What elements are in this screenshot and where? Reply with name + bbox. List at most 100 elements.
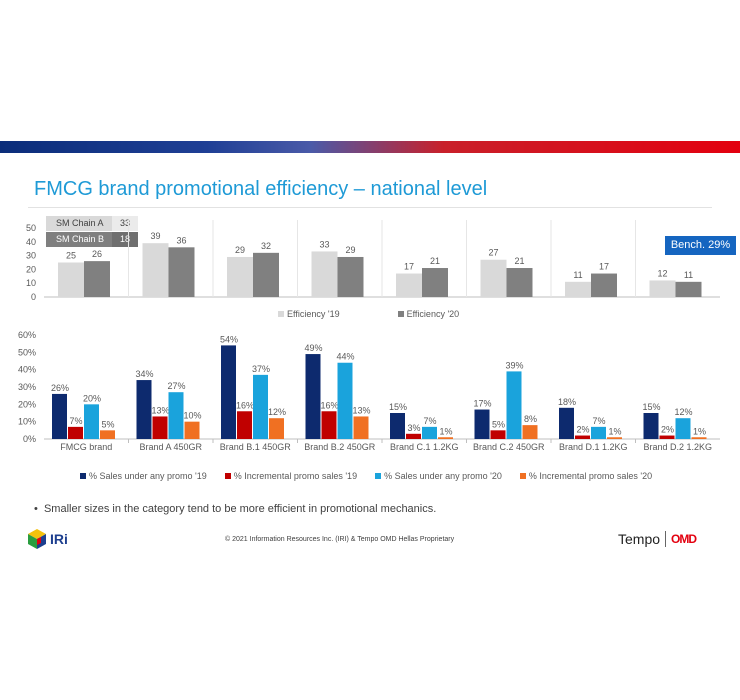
efficiency-value-label: 29 <box>235 245 245 255</box>
promo-sales-chart: 0% 10% 20% 30% 40% 50% 60% 26% 7% 20% 5% FMCG brand… <box>18 330 720 452</box>
efficiency-bar <box>253 252 279 297</box>
efficiency-value-label: 25 <box>66 251 76 261</box>
efficiency-bar <box>480 259 507 297</box>
promo-bar <box>490 430 506 439</box>
promo-value-label: 15% <box>389 402 407 412</box>
promo-value-label: 37% <box>252 364 270 374</box>
promo-bar <box>337 362 353 439</box>
chain-row-b: SM Chain B 18 <box>46 232 138 247</box>
promo-bar <box>559 407 574 439</box>
legend-eff20-label: Efficiency '20 <box>406 309 460 319</box>
promo-bar <box>438 437 453 439</box>
y-tick-label: 20% <box>18 399 36 409</box>
y-tick-label: 10 <box>26 278 36 288</box>
promo-legend: % Sales under any promo '19 % Incrementa… <box>80 471 670 481</box>
promo-bar <box>237 411 252 439</box>
promo-value-label: 26% <box>51 383 69 393</box>
efficiency-bar <box>227 256 253 297</box>
footer-copyright: © 2021 Information Resources Inc. (IRI) … <box>225 536 455 543</box>
y-tick-label: 20 <box>26 264 36 274</box>
efficiency-value-label: 27 <box>488 248 498 258</box>
category-label: FMCG brand <box>60 442 112 452</box>
promo-bar <box>675 418 691 439</box>
brand-color-bar <box>0 141 740 153</box>
promo-bar <box>522 425 538 439</box>
category-label: Brand B.2 450GR <box>304 442 376 452</box>
category-label: Brand C.1 1.2KG <box>390 442 459 452</box>
promo-value-label: 15% <box>642 402 660 412</box>
y-tick-label: 0 <box>31 292 36 302</box>
legend-incr19-swatch <box>224 473 231 479</box>
chain-row-a: SM Chain A 33 <box>46 216 138 231</box>
y-tick-label: 40% <box>18 365 36 375</box>
promo-value-label: 12% <box>268 407 286 417</box>
promo-value-label: 44% <box>336 352 354 362</box>
promo-bar <box>269 418 284 439</box>
category-label: Brand C.2 450GR <box>473 442 545 452</box>
chain-b-value: 18 <box>112 232 138 247</box>
efficiency-value-label: 26 <box>92 249 102 259</box>
title-divider <box>28 207 712 208</box>
promo-bar <box>659 435 675 439</box>
legend-promo20-label: % Sales under any promo '20 <box>384 471 502 481</box>
promo-bar <box>474 409 490 439</box>
legend-eff19-swatch <box>278 311 284 317</box>
promo-value-label: 16% <box>320 400 338 410</box>
legend-promo20: % Sales under any promo '20 <box>375 471 502 481</box>
legend-eff20: Efficiency '20 <box>397 309 460 319</box>
promo-bar <box>100 430 115 439</box>
promo-bar <box>305 354 321 439</box>
efficiency-value-label: 32 <box>261 241 271 251</box>
promo-value-label: 1% <box>608 426 621 436</box>
efficiency-value-label: 17 <box>599 262 609 272</box>
promo-bar <box>691 437 707 439</box>
promo-value-label: 39% <box>505 360 523 370</box>
y-tick-label: 0% <box>23 434 36 444</box>
tempo-logo-text: Tempo <box>618 531 661 547</box>
promo-value-label: 54% <box>220 334 238 344</box>
efficiency-value-label: 36 <box>176 235 186 245</box>
legend-promo19-label: % Sales under any promo '19 <box>89 471 207 481</box>
promo-value-label: 1% <box>693 426 706 436</box>
promo-value-label: 13% <box>151 405 169 415</box>
efficiency-chart: 0 10 20 30 40 50 25 26 39 36 29 32 33 29 17 21 27 21 11 17 1… <box>26 220 720 302</box>
chain-b-name: SM Chain B <box>46 232 112 247</box>
efficiency-value-label: 11 <box>573 270 582 280</box>
efficiency-bar <box>649 280 676 297</box>
promo-bar <box>321 411 337 439</box>
promo-bar <box>221 345 236 439</box>
promo-bar <box>607 437 622 439</box>
iri-cube-icon <box>28 529 46 549</box>
legend-incr19: % Incremental promo sales '19 <box>224 471 357 481</box>
insight-bullet: • Smaller sizes in the category tend to … <box>34 503 437 515</box>
promo-value-label: 18% <box>558 397 576 407</box>
efficiency-bar <box>58 262 84 297</box>
promo-bar <box>406 433 421 439</box>
page-title: FMCG brand promotional efficiency – nati… <box>34 178 488 200</box>
promo-bar <box>253 374 268 439</box>
y-tick-label: 50% <box>18 347 36 357</box>
promo-bar <box>184 421 200 439</box>
promo-value-label: 34% <box>135 369 153 379</box>
promo-bar <box>84 404 99 439</box>
promo-bar <box>152 416 168 439</box>
promo-value-label: 3% <box>407 423 420 433</box>
efficiency-legend: Efficiency '19 Efficiency '20 <box>278 309 477 319</box>
efficiency-bar <box>565 281 591 297</box>
category-label: Brand B.1 450GR <box>220 442 292 452</box>
efficiency-bar <box>311 251 338 297</box>
legend-incr20-label: % Incremental promo sales '20 <box>528 471 653 481</box>
y-tick-label: 10% <box>18 417 36 427</box>
promo-value-label: 1% <box>439 426 452 436</box>
y-tick-label: 30 <box>26 251 36 261</box>
promo-bar <box>390 413 405 439</box>
legend-promo20-swatch <box>375 473 382 479</box>
promo-bar <box>52 393 67 439</box>
efficiency-bar <box>396 273 422 297</box>
promo-bar <box>575 435 590 439</box>
promo-value-label: 5% <box>101 419 114 429</box>
efficiency-value-label: 33 <box>319 239 329 249</box>
insight-text: Smaller sizes in the category tend to be… <box>43 503 437 515</box>
promo-value-label: 7% <box>69 416 82 426</box>
promo-value-label: 7% <box>592 416 605 426</box>
